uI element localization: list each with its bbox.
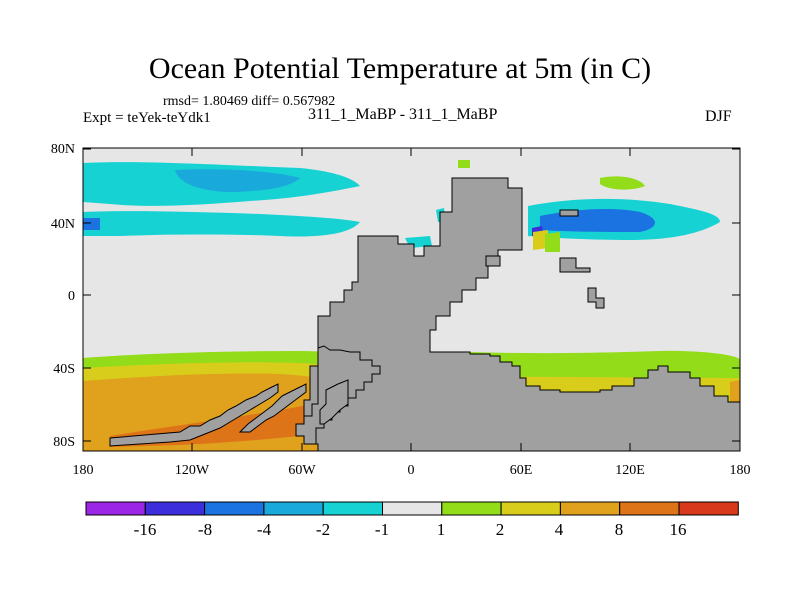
- anomaly-core-midlat-west: [83, 218, 100, 230]
- y-tick-label: 80N: [51, 142, 75, 157]
- y-axis-ticks: [83, 148, 740, 442]
- land-peninsula-b: [238, 383, 307, 433]
- y-tick-label: 40S: [53, 362, 75, 377]
- y-tick-label: 40N: [51, 217, 75, 232]
- colorbar-swatch: [619, 501, 680, 516]
- x-tick-label: 180: [730, 463, 751, 478]
- colorbar-swatch: [559, 501, 621, 516]
- y-tick-label: 0: [68, 289, 75, 304]
- colorbar-swatch: [441, 501, 502, 516]
- colorbar-swatch: [382, 501, 443, 516]
- land-strip-south-west: [109, 383, 279, 447]
- map-plot-area: [83, 148, 740, 451]
- colorbar: [85, 501, 739, 516]
- season-label: DJF: [705, 108, 732, 125]
- land-island-north: [485, 255, 501, 267]
- colorbar-swatch: [204, 501, 265, 516]
- land-wedge-south: [319, 379, 349, 425]
- anomaly-patch-green-east: [545, 232, 560, 252]
- x-tick-label: 120E: [615, 463, 645, 478]
- x-tick-label: 60E: [510, 463, 533, 478]
- anomaly-band-midlat-west: [83, 211, 360, 237]
- land-island-east-3: [559, 209, 579, 217]
- y-axis-labels: 80N 40N 0 40S 80S: [51, 142, 75, 450]
- colorbar-label: -16: [134, 520, 157, 539]
- colorbar-label: 2: [496, 520, 505, 539]
- x-tick-label: 60W: [288, 463, 316, 478]
- colorbar-label: 16: [670, 520, 687, 539]
- colorbar-swatch: [500, 501, 561, 516]
- anomaly-core-north: [175, 169, 300, 192]
- run-comparison-label: 311_1_MaBP - 311_1_MaBP: [308, 106, 498, 123]
- anomaly-patch-yellow-east: [533, 230, 548, 250]
- land-island-east-1: [587, 287, 605, 309]
- colorbar-label: 8: [615, 520, 624, 539]
- colorbar-label: -8: [198, 520, 212, 539]
- land-island-east-2: [559, 257, 591, 273]
- colorbar-label: -4: [257, 520, 272, 539]
- anomaly-patch-green-north-1: [600, 176, 645, 190]
- anomaly-patch-green-north-2: [458, 160, 470, 168]
- colorbar-swatch: [144, 501, 206, 516]
- colorbar-swatch: [263, 501, 324, 516]
- colorbar-swatch: [322, 501, 384, 516]
- rmsd-diff-stats: rmsd= 1.80469 diff= 0.567982: [163, 94, 336, 109]
- colorbar-label: -2: [316, 520, 330, 539]
- x-axis-ticks: [82, 148, 741, 451]
- colorbar-label: 1: [437, 520, 446, 539]
- y-tick-label: 80S: [53, 435, 75, 450]
- x-tick-label: 180: [73, 463, 94, 478]
- x-axis-labels: 180 120W 60W 0 60E 120E 180: [73, 463, 751, 478]
- colorbar-label: 4: [555, 520, 564, 539]
- colorbar-labels: -16 -8 -4 -2 -1 1 2 4 8 16: [134, 520, 687, 539]
- colorbar-label: -1: [375, 520, 389, 539]
- colorbar-swatch: [85, 501, 146, 516]
- colorbar-swatch: [678, 501, 739, 516]
- map-title: Ocean Potential Temperature at 5m (in C): [148, 52, 652, 85]
- experiment-label: Expt = teYek-teYdk1: [83, 110, 211, 126]
- x-tick-label: 120W: [175, 463, 210, 478]
- x-tick-label: 0: [408, 463, 415, 478]
